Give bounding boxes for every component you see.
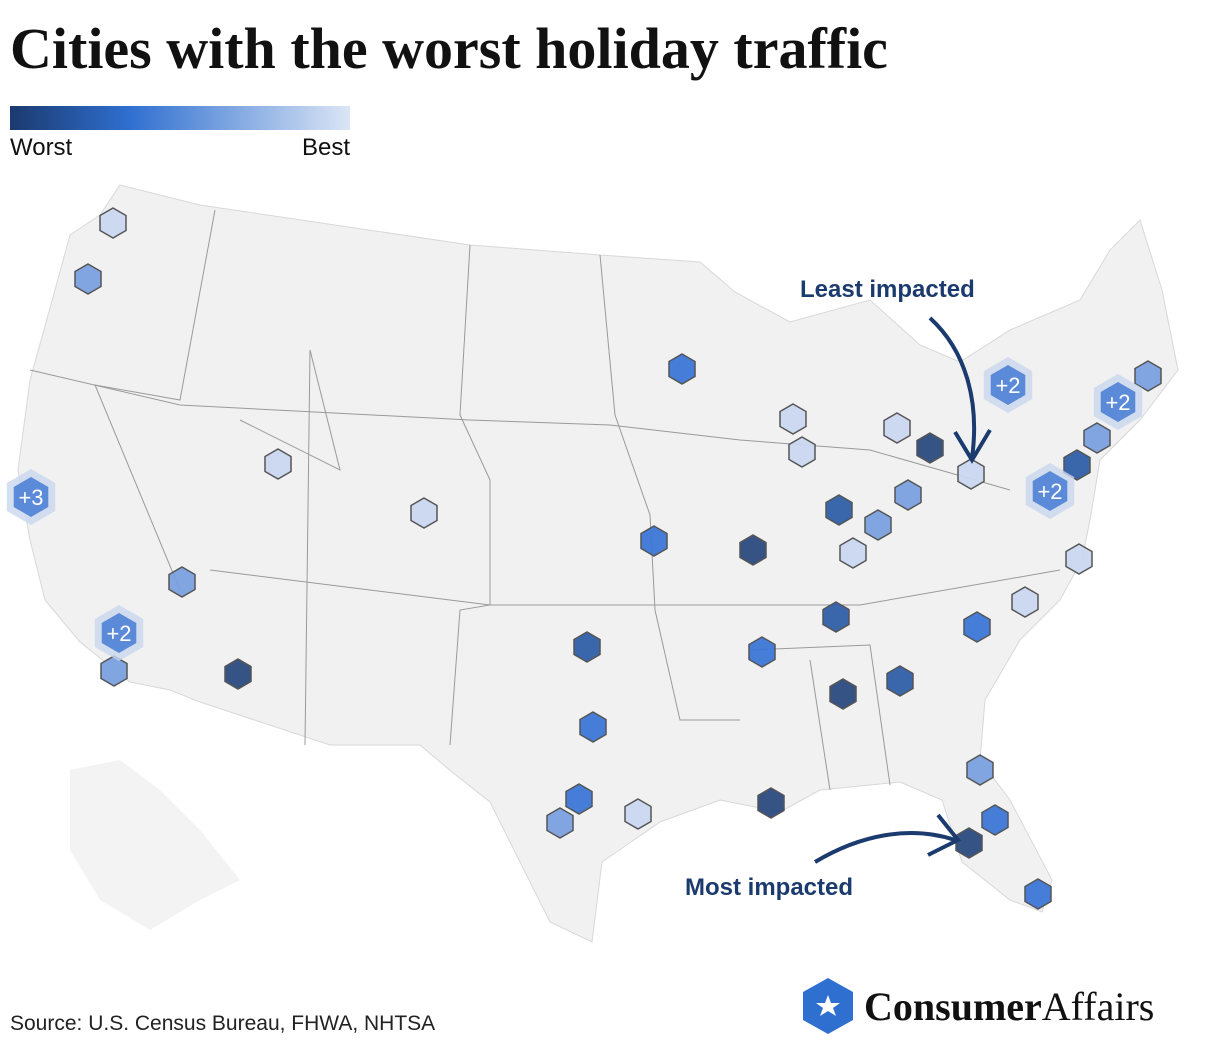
city-hex bbox=[757, 787, 785, 819]
city-hex bbox=[1065, 543, 1093, 575]
arrow-head bbox=[953, 428, 992, 464]
cluster-hex bbox=[13, 477, 49, 517]
legend-gradient bbox=[10, 106, 350, 130]
city-hex bbox=[1083, 422, 1111, 454]
city-hex bbox=[1024, 878, 1052, 910]
city-hex bbox=[981, 804, 1009, 836]
city-hex bbox=[825, 494, 853, 526]
city-hex bbox=[640, 525, 668, 557]
city-hex bbox=[1011, 586, 1039, 618]
city-hex bbox=[883, 412, 911, 444]
logo-star bbox=[816, 995, 840, 1016]
annotation-most: Most impacted bbox=[685, 874, 853, 901]
city-hex bbox=[748, 636, 776, 668]
city-hex bbox=[100, 655, 128, 687]
city-hex bbox=[788, 436, 816, 468]
city-hex bbox=[966, 754, 994, 786]
city-hex bbox=[168, 566, 196, 598]
city-hex bbox=[864, 509, 892, 541]
city-hex bbox=[99, 207, 127, 239]
city-hex bbox=[579, 711, 607, 743]
arrow-head bbox=[927, 813, 962, 857]
city-hex bbox=[410, 497, 438, 529]
city-hex bbox=[955, 827, 983, 859]
city-hex bbox=[963, 611, 991, 643]
city-hex bbox=[546, 807, 574, 839]
cluster-hex bbox=[1032, 471, 1068, 511]
city-hex bbox=[822, 601, 850, 633]
legend-high: Best bbox=[302, 134, 350, 161]
city-hex bbox=[1134, 360, 1162, 392]
city-hex bbox=[668, 353, 696, 385]
city-hex bbox=[573, 631, 601, 663]
annotation-least: Least impacted bbox=[800, 276, 975, 303]
city-hex bbox=[74, 263, 102, 295]
city-hex bbox=[886, 665, 914, 697]
logo-regular: Affairs bbox=[1042, 984, 1155, 1029]
city-hex bbox=[839, 537, 867, 569]
city-hex bbox=[957, 458, 985, 490]
city-hex bbox=[779, 403, 807, 435]
title: Cities with the worst holiday traffic bbox=[10, 16, 888, 81]
city-hex bbox=[894, 479, 922, 511]
logo-bold: Consumer bbox=[864, 984, 1042, 1029]
city-hex bbox=[1063, 449, 1091, 481]
logo-text: ConsumerAffairs bbox=[864, 984, 1154, 1029]
cluster-hex bbox=[101, 613, 137, 653]
cluster-label: +3 bbox=[18, 485, 43, 510]
cluster-label: +2 bbox=[1037, 479, 1062, 504]
city-hex bbox=[916, 432, 944, 464]
city-hex bbox=[829, 678, 857, 710]
city-hex bbox=[739, 534, 767, 566]
cluster-label: +2 bbox=[995, 373, 1020, 398]
city-hex bbox=[264, 448, 292, 480]
state-lines bbox=[29, 209, 1061, 791]
source: Source: U.S. Census Bureau, FHWA, NHTSA bbox=[10, 1012, 435, 1035]
cluster-label: +2 bbox=[1105, 390, 1130, 415]
city-markers: +3 +2 +2 +2 +2 bbox=[6, 207, 1162, 910]
alaska bbox=[70, 760, 240, 930]
cluster-label: +2 bbox=[106, 621, 131, 646]
cluster-hex bbox=[990, 365, 1026, 405]
arrow-least bbox=[928, 316, 977, 459]
cluster-hex bbox=[1100, 382, 1136, 422]
city-hex bbox=[565, 783, 593, 815]
legend-low: Worst bbox=[10, 134, 73, 161]
arrow-most bbox=[813, 831, 956, 864]
city-hex bbox=[224, 658, 252, 690]
city-hex bbox=[624, 798, 652, 830]
